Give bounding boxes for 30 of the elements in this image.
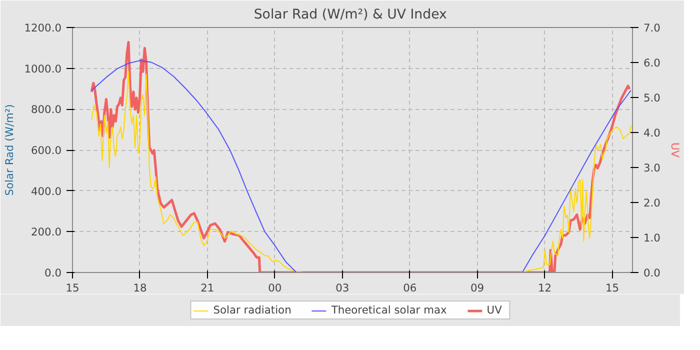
x-tick-label: 06 (403, 282, 417, 294)
y2-tick-label: 7.0 (644, 22, 661, 34)
y-tick-label: 600.0 (30, 144, 62, 157)
x-tick-label: 03 (336, 282, 350, 294)
chart-title: Solar Rad (W/m²) & UV Index (254, 8, 448, 22)
x-tick-label: 21 (200, 282, 214, 294)
x-tick-label: 18 (133, 282, 147, 294)
legend-label: Theoretical solar max (331, 304, 447, 316)
x-tick-label: 12 (538, 282, 552, 294)
y2-tick-label: 1.0 (644, 232, 661, 244)
y2-tick-label: 2.0 (644, 196, 661, 210)
y2-tick-label: 0.0 (644, 266, 661, 280)
y2-tick-label: 4.0 (644, 126, 661, 140)
y2-tick-label: 5.0 (644, 92, 661, 104)
x-tick-label: 15 (66, 282, 80, 294)
y-tick-label: 0.0 (44, 266, 62, 280)
y-tick-label: 400.0 (30, 184, 62, 198)
y-tick-label: 1200.0 (24, 22, 62, 34)
x-tick-label: 15 (605, 282, 620, 294)
x-tick-label: 00 (268, 282, 282, 294)
y-axis-title: Solar Rad (W/m²) (3, 104, 16, 196)
y2-axis-title: UV (668, 142, 682, 158)
y-tick-label: 200.0 (30, 226, 62, 239)
legend-label: UV (486, 304, 503, 316)
y2-tick-label: 6.0 (644, 56, 661, 70)
x-tick-label: 09 (470, 282, 484, 294)
y-tick-label: 1000.0 (24, 62, 62, 76)
legend-label: Solar radiation (213, 304, 292, 316)
y2-tick-label: 3.0 (644, 162, 661, 174)
y-tick-label: 800.0 (30, 103, 62, 116)
